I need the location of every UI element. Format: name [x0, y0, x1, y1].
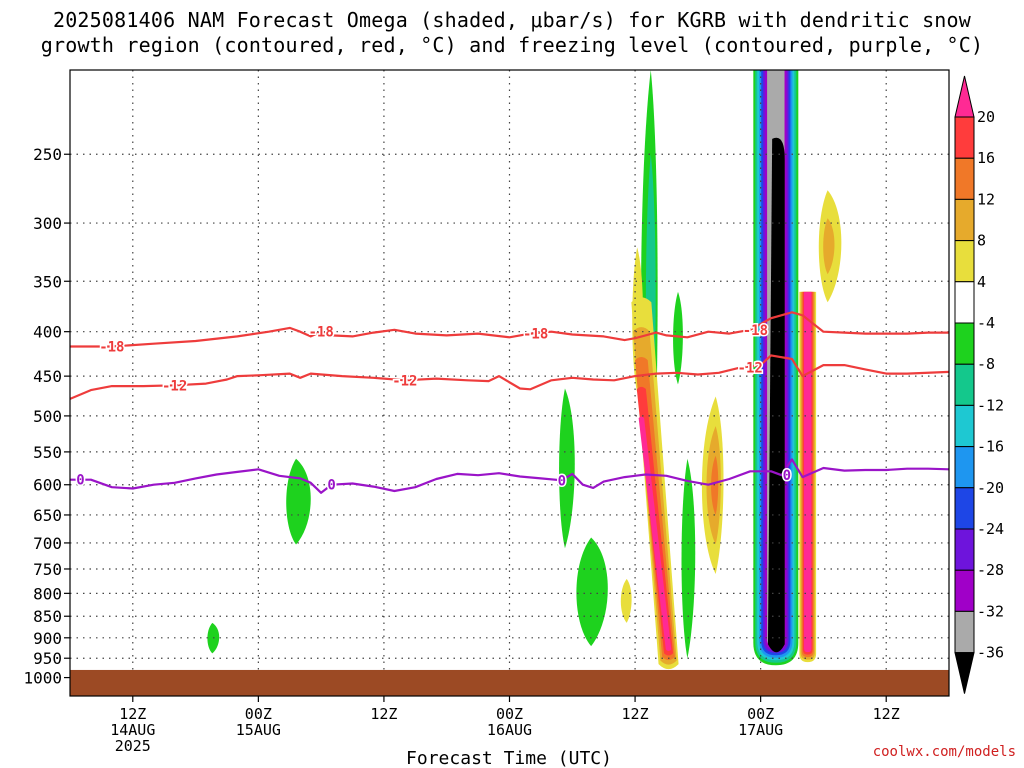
colorbar-swatch — [954, 652, 975, 694]
colorbar-swatch — [954, 281, 975, 324]
colorbar-swatch — [954, 363, 975, 406]
contour-line — [70, 311, 949, 348]
contour-label: -18 — [308, 325, 333, 341]
y-tick-label: 1000 — [23, 669, 62, 688]
colorbar-label: -24 — [977, 520, 1004, 538]
ground-layer — [70, 669, 949, 696]
colorbar-swatch — [954, 487, 975, 530]
omega-shade-band — [673, 291, 683, 385]
colorbar-swatch — [954, 404, 975, 448]
omega-shading-layer — [207, 70, 842, 670]
y-tick-label: 850 — [33, 607, 62, 626]
y-tick-label: 650 — [33, 506, 62, 525]
contour-line — [70, 458, 949, 494]
x-tick-label: 12Z — [873, 705, 900, 723]
omega-core-band — [767, 137, 785, 653]
y-tick-label: 550 — [33, 443, 62, 462]
x-axis-label: Forecast Time (UTC) — [406, 748, 612, 768]
omega-shade-band — [804, 291, 812, 653]
colorbar-swatch — [954, 198, 975, 242]
chart-title-line-2: growth region (contoured, red, °C) and f… — [40, 33, 984, 57]
y-axis: 250 300 350 400 450 500 550 600 650 700 750 800 850 9… — [23, 145, 70, 688]
x-tick-label: 17AUG — [738, 721, 783, 739]
colorbar-label: -36 — [977, 644, 1004, 662]
contour-layer: -18 -18 -18 -18 -12 -12 -12 0 0 0 0 — [70, 311, 949, 495]
contour-label: 0 — [327, 478, 335, 494]
colorbar-label: 20 — [977, 108, 995, 126]
colorbar-swatch — [954, 528, 975, 571]
y-tick-label: 250 — [33, 145, 62, 164]
x-tick-label: 16AUG — [487, 721, 532, 739]
y-tick-label: 700 — [33, 534, 62, 553]
chart-title-line-1: 2025081406 NAM Forecast Omega (shaded, μ… — [52, 8, 972, 32]
colorbar-swatch — [954, 240, 975, 283]
y-tick-label: 350 — [33, 272, 62, 291]
colorbar: 20 16 12 8 4 -4 -8 -12 -16 -20 -24 -28 -32 -36 — [954, 75, 1004, 694]
y-tick-label: 600 — [33, 476, 62, 495]
y-tick-label: 900 — [33, 629, 62, 648]
colorbar-label: -12 — [977, 396, 1004, 414]
contour-label: -12 — [162, 378, 187, 394]
omega-shade-band — [620, 578, 632, 623]
x-tick-label: 15AUG — [236, 721, 281, 739]
contour-label: -18 — [99, 339, 124, 355]
colorbar-label: -16 — [977, 438, 1004, 456]
colorbar-swatch — [954, 569, 975, 612]
y-tick-label: 400 — [33, 323, 62, 342]
colorbar-swatch — [954, 116, 975, 159]
x-tick-label: 00Z — [245, 705, 272, 723]
x-tick-label: 12Z — [622, 705, 649, 723]
y-tick-label: 500 — [33, 407, 62, 426]
colorbar-label: -20 — [977, 479, 1004, 497]
contour-label: 0 — [76, 473, 84, 489]
colorbar-label: 4 — [977, 273, 986, 291]
contour-label: -12 — [738, 361, 763, 377]
omega-shade-band — [681, 458, 696, 659]
y-tick-label: 450 — [33, 367, 62, 386]
colorbar-label: -8 — [977, 355, 995, 373]
omega-shade-band — [286, 458, 311, 545]
ground-shading — [70, 669, 949, 696]
x-tick-label: 00Z — [747, 705, 774, 723]
y-tick-label: 750 — [33, 560, 62, 579]
x-tick-label: 14AUG — [110, 721, 155, 739]
colorbar-swatch — [954, 157, 975, 200]
x-tick-label: 12Z — [370, 705, 397, 723]
y-tick-label: 800 — [33, 584, 62, 603]
x-tick-label: 00Z — [496, 705, 523, 723]
x-tick-label: 2025 — [115, 737, 151, 755]
colorbar-swatch — [954, 322, 975, 365]
omega-shade-band — [823, 218, 835, 275]
contour-label: 0 — [558, 473, 566, 489]
contour-label: -18 — [743, 323, 768, 339]
grid-layer — [70, 70, 949, 670]
colorbar-swatch — [954, 75, 975, 118]
colorbar-swatch — [954, 446, 975, 489]
colorbar-swatch — [954, 610, 975, 654]
omega-shade-band — [576, 537, 608, 647]
colorbar-label: 12 — [977, 190, 995, 208]
contour-label: -12 — [392, 373, 417, 389]
y-tick-label: 300 — [33, 214, 62, 233]
colorbar-label: 8 — [977, 232, 986, 250]
contour-line — [70, 354, 949, 400]
contour-label: 0 — [783, 468, 791, 484]
colorbar-label: -32 — [977, 602, 1004, 620]
colorbar-label: -4 — [977, 314, 995, 332]
y-tick-label: 950 — [33, 649, 62, 668]
colorbar-label: -28 — [977, 561, 1004, 579]
contour-label: -18 — [523, 327, 548, 343]
omega-shade-band — [559, 388, 575, 549]
x-tick-label: 12Z — [119, 705, 146, 723]
attribution-text: coolwx.com/models — [872, 744, 1016, 760]
colorbar-label: 16 — [977, 149, 995, 167]
